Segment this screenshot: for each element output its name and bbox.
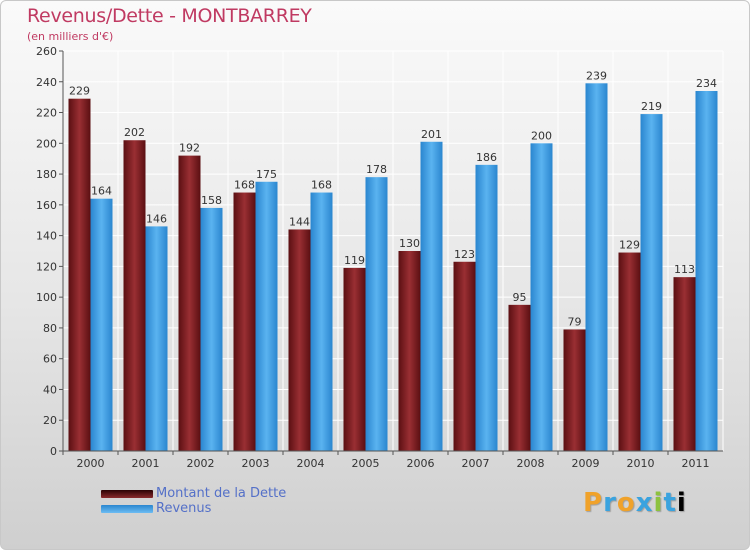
legend-label-dette: Montant de la Dette — [156, 486, 287, 501]
proxiti-logo: Proxiti — [583, 488, 687, 518]
data-label-dette: 129 — [619, 239, 640, 252]
data-label-dette: 95 — [513, 291, 527, 304]
y-tick-label: 240 — [36, 76, 57, 89]
bar-dette — [288, 229, 311, 451]
logo-letter: r — [603, 488, 617, 518]
data-label-revenus: 158 — [201, 194, 222, 207]
data-label-revenus: 168 — [311, 179, 332, 192]
data-label-dette: 113 — [674, 263, 695, 276]
chart-subtitle: (en milliers d'€) — [27, 30, 114, 43]
x-tick-label: 2010 — [627, 457, 655, 470]
x-tick-label: 2002 — [187, 457, 215, 470]
bar-revenus — [145, 226, 168, 451]
data-label-dette: 168 — [234, 179, 255, 192]
y-tick-label: 140 — [36, 230, 57, 243]
x-tick-label: 2008 — [517, 457, 545, 470]
chart-title: Revenus/Dette - MONTBARREY — [27, 5, 312, 27]
bar-revenus — [475, 164, 498, 451]
data-label-revenus: 186 — [476, 151, 497, 164]
data-label-revenus: 239 — [586, 69, 607, 82]
data-label-revenus: 200 — [531, 129, 552, 142]
data-label-revenus: 201 — [421, 128, 442, 141]
bar-revenus — [200, 207, 223, 451]
data-label-revenus: 175 — [256, 168, 277, 181]
bar-revenus — [640, 114, 663, 452]
y-tick-label: 100 — [36, 291, 57, 304]
y-tick-label: 180 — [36, 168, 57, 181]
data-label-revenus: 164 — [91, 185, 112, 198]
data-label-dette: 202 — [124, 126, 145, 139]
y-tick-label: 160 — [36, 199, 57, 212]
bar-dette — [68, 98, 91, 451]
bar-dette — [453, 261, 476, 451]
data-label-dette: 130 — [399, 237, 420, 250]
data-label-revenus: 219 — [641, 100, 662, 113]
bar-dette — [673, 277, 696, 451]
bar-revenus — [695, 91, 718, 451]
logo-letter: i — [653, 488, 664, 518]
x-tick-label: 2003 — [242, 457, 270, 470]
y-tick-label: 120 — [36, 260, 57, 273]
x-tick-label: 2000 — [77, 457, 105, 470]
data-label-dette: 192 — [179, 142, 200, 155]
legend-swatch-dette — [101, 490, 153, 498]
bars-layer — [68, 83, 718, 452]
bar-revenus — [585, 83, 608, 452]
bar-revenus — [90, 198, 113, 451]
y-tick-label: 80 — [43, 322, 57, 335]
bar-revenus — [310, 192, 333, 452]
x-tick-label: 2007 — [462, 457, 490, 470]
x-tick-label: 2011 — [682, 457, 710, 470]
legend-swatch-revenus — [101, 505, 153, 513]
data-label-dette: 229 — [69, 85, 90, 98]
data-label-revenus: 146 — [146, 212, 167, 225]
y-tick-label: 60 — [43, 353, 57, 366]
bar-revenus — [255, 181, 278, 451]
bar-dette — [508, 304, 531, 451]
bar-revenus — [365, 177, 388, 451]
x-tick-label: 2006 — [407, 457, 435, 470]
y-tick-label: 40 — [43, 383, 57, 396]
logo-letter: i — [676, 488, 687, 518]
logo-letter: x — [635, 488, 654, 518]
data-label-dette: 119 — [344, 254, 365, 267]
bar-revenus — [530, 143, 553, 452]
y-tick-label: 220 — [36, 107, 57, 120]
x-tick-label: 2004 — [297, 457, 325, 470]
bar-dette — [618, 252, 641, 451]
logo-letter: o — [616, 488, 636, 518]
y-tick-label: 20 — [43, 414, 57, 427]
x-tick-label: 2005 — [352, 457, 380, 470]
bar-dette — [563, 329, 586, 451]
x-tick-label: 2001 — [132, 457, 160, 470]
data-label-revenus: 234 — [696, 77, 717, 90]
data-label-dette: 79 — [568, 315, 582, 328]
y-tick-label: 260 — [36, 45, 57, 58]
y-tick-label: 0 — [50, 445, 57, 458]
bar-dette — [343, 267, 366, 451]
legend-label-revenus: Revenus — [156, 501, 212, 516]
data-label-dette: 144 — [289, 215, 310, 228]
y-tick-label: 200 — [36, 137, 57, 150]
bar-dette — [398, 251, 421, 451]
axis-layer: 0 20 40 60 80 100 120 140 160 180 200 220 240 260 2000… — [36, 45, 723, 470]
data-label-revenus: 178 — [366, 163, 387, 176]
bar-dette — [178, 155, 201, 451]
labels-layer: 229 202 192 168 144 119 130 123 95 79 129 113 164 146… — [69, 69, 717, 328]
bar-revenus — [420, 141, 443, 451]
bar-dette — [123, 140, 146, 451]
data-label-dette: 123 — [454, 248, 475, 261]
logo-letter: P — [583, 488, 604, 518]
x-tick-label: 2009 — [572, 457, 600, 470]
bar-dette — [233, 192, 256, 452]
logo-letter: t — [663, 488, 677, 518]
